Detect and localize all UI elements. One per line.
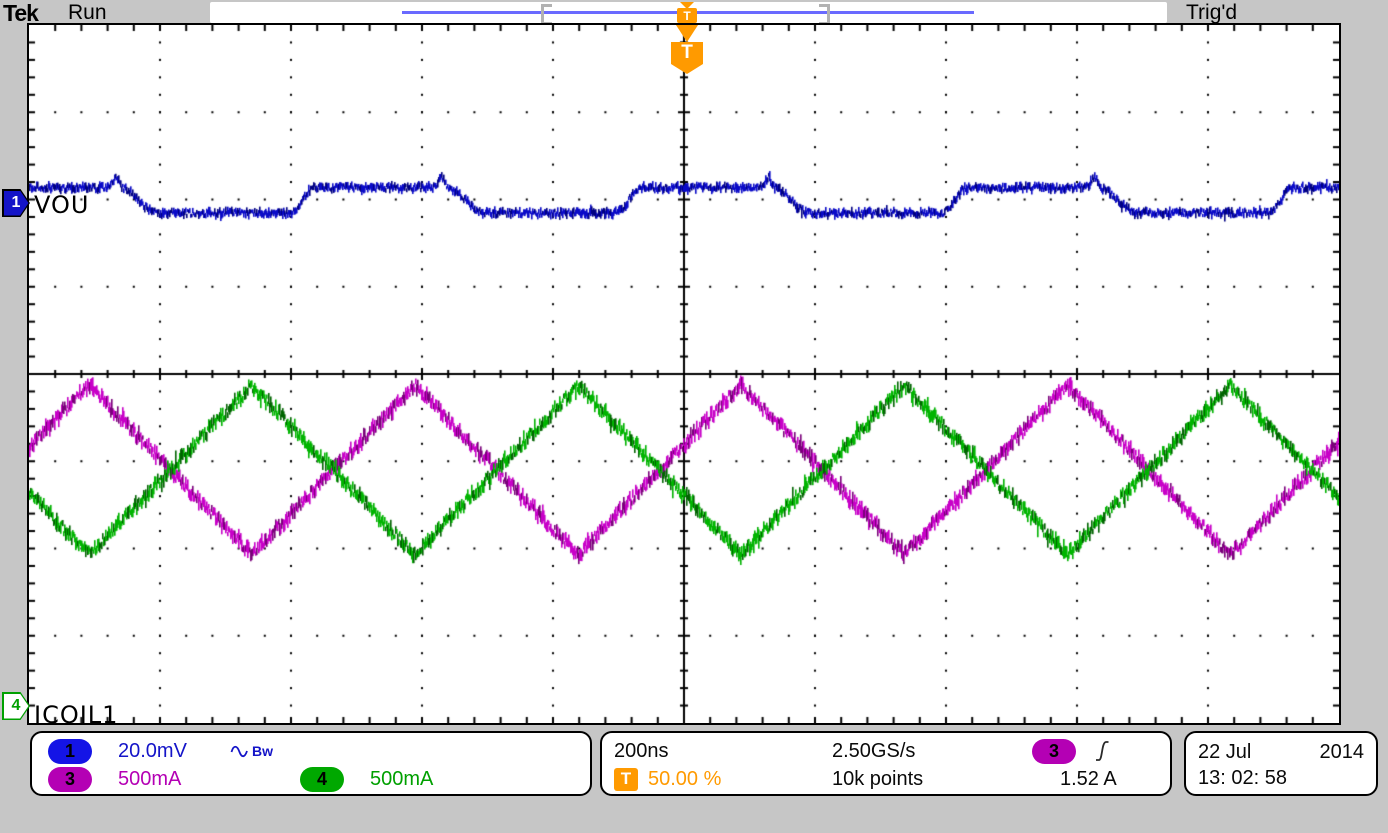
ch1-badge: 1: [48, 738, 92, 764]
trigger-source-badge: 3: [1032, 738, 1076, 764]
ch1-trace-label: VOU: [34, 191, 90, 219]
rising-edge-icon: [1096, 741, 1109, 761]
time-readout: 13: 02: 58: [1198, 766, 1287, 789]
ch4-trace-label: ICOIL1: [34, 701, 119, 725]
tek-logo: Tek: [3, 0, 39, 26]
horizontal-trigger-readout-box: 200ns 2.50GS/s 3 T 50.00 % 10k points 1.…: [600, 731, 1172, 796]
ch4-position-marker-number: 4: [3, 693, 29, 719]
ch1-position-marker: 1: [2, 189, 30, 217]
ch4-scale: 500mA: [370, 767, 434, 790]
ch4-position-marker: 4: [2, 692, 30, 720]
channel-readout-box: 1 20.0mV Bw 3 500mA 4 500mA: [30, 731, 592, 796]
date-readout: 22 Jul: [1198, 740, 1252, 763]
trigger-t-badge: T: [614, 767, 638, 791]
ch3-badge: 3: [48, 766, 92, 792]
ch1-scale: 20.0mV: [118, 739, 187, 762]
ch4-badge: 4: [300, 766, 344, 792]
datetime-readout-box: 22 Jul 2014 13: 02: 58: [1184, 731, 1378, 796]
ch1-position-marker-number: 1: [3, 190, 29, 216]
record-trigger-arrow-icon: [680, 2, 694, 9]
graticule: T VOU ICOIL1: [27, 23, 1341, 725]
year-readout: 2014: [1319, 740, 1365, 763]
acquisition-status: Run: [68, 1, 107, 24]
trigger-position-arrow-icon: [676, 25, 698, 42]
record-trigger-t-icon: T: [677, 8, 697, 23]
bandwidth-limit-icon: Bw: [252, 743, 273, 759]
trigger-position-readout: 50.00 %: [648, 767, 722, 790]
trigger-status: Trig'd: [1186, 1, 1238, 24]
ch3-scale: 500mA: [118, 767, 182, 790]
timebase-readout: 200ns: [614, 739, 669, 762]
trigger-level-readout: 1.52 A: [1060, 767, 1117, 790]
ac-coupling-icon: [230, 745, 248, 758]
record-window-bracket-left: [541, 4, 552, 25]
record-view-bar: T: [210, 2, 1167, 25]
record-length-readout: 10k points: [832, 767, 924, 790]
sample-rate-readout: 2.50GS/s: [832, 739, 916, 762]
trigger-position-flag: T: [671, 42, 703, 74]
waveform-canvas: [29, 25, 1339, 723]
record-window-bracket-right: [819, 4, 830, 25]
